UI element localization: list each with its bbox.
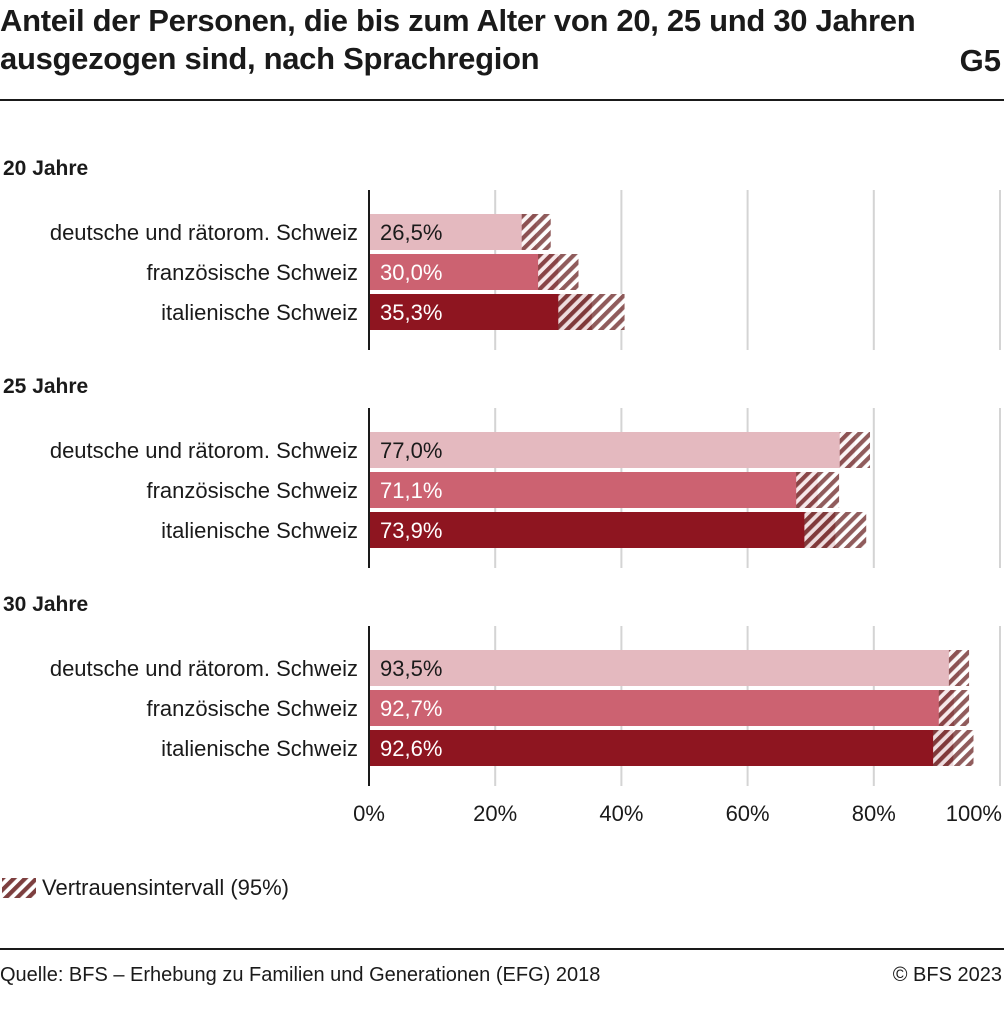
value-label: 26,5% <box>380 220 442 245</box>
bar <box>369 432 855 468</box>
group-title: 20 Jahre <box>3 157 88 180</box>
bar <box>369 512 836 548</box>
x-tick-label: 80% <box>852 801 896 826</box>
value-label: 30,0% <box>380 260 442 285</box>
ci-hatch <box>839 432 871 468</box>
bar <box>369 730 954 766</box>
ci-hatch <box>948 650 970 686</box>
bar-chart: 20 Jahre deutsche und rätorom. Schweiz 26,… <box>3 157 1002 826</box>
bottom-divider <box>0 948 1004 950</box>
category-label: italienische Schweiz <box>161 736 358 761</box>
ci-hatch <box>538 254 579 290</box>
value-label: 71,1% <box>380 478 442 503</box>
chart-id-label: G5 <box>959 43 1001 78</box>
bar <box>369 690 954 726</box>
bar <box>369 294 592 330</box>
value-label: 77,0% <box>380 438 442 463</box>
x-tick-label: 60% <box>726 801 770 826</box>
value-label: 73,9% <box>380 518 442 543</box>
x-tick-label: 0% <box>353 801 385 826</box>
category-label: französische Schweiz <box>146 478 358 503</box>
legend: Vertrauensintervall (95%) <box>2 870 289 906</box>
ci-hatch-swatch-icon <box>2 878 36 898</box>
ci-hatch <box>521 214 551 250</box>
category-label: italienische Schweiz <box>161 518 358 543</box>
bar <box>369 472 818 508</box>
legend-ci-label: Vertrauensintervall (95%) <box>42 875 290 900</box>
category-label: französische Schweiz <box>146 696 358 721</box>
category-label: deutsche und rätorom. Schweiz <box>50 220 358 245</box>
value-label: 92,6% <box>380 736 442 761</box>
category-label: französische Schweiz <box>146 260 358 285</box>
group-title: 30 Jahre <box>3 593 88 616</box>
category-label: deutsche und rätorom. Schweiz <box>50 656 358 681</box>
ci-hatch <box>804 512 867 548</box>
category-label: deutsche und rätorom. Schweiz <box>50 438 358 463</box>
ci-hatch <box>796 472 840 508</box>
x-tick-label: 20% <box>473 801 517 826</box>
group-title: 25 Jahre <box>3 375 88 398</box>
x-tick-label: 100% <box>946 801 1002 826</box>
value-label: 92,7% <box>380 696 442 721</box>
ci-hatch <box>938 690 970 726</box>
value-label: 93,5% <box>380 656 442 681</box>
chart-title: Anteil der Personen, die bis zum Alter v… <box>0 3 916 76</box>
copyright-note: © BFS 2023 <box>892 964 1002 986</box>
ci-hatch <box>558 294 625 330</box>
x-tick-label: 40% <box>599 801 643 826</box>
source-note: Quelle: BFS – Erhebung zu Familien und G… <box>0 964 601 986</box>
ci-hatch <box>933 730 974 766</box>
top-divider <box>0 99 1004 101</box>
bar <box>369 650 959 686</box>
bar <box>369 254 559 290</box>
category-label: italienische Schweiz <box>161 300 358 325</box>
bar <box>369 214 537 250</box>
value-label: 35,3% <box>380 300 442 325</box>
